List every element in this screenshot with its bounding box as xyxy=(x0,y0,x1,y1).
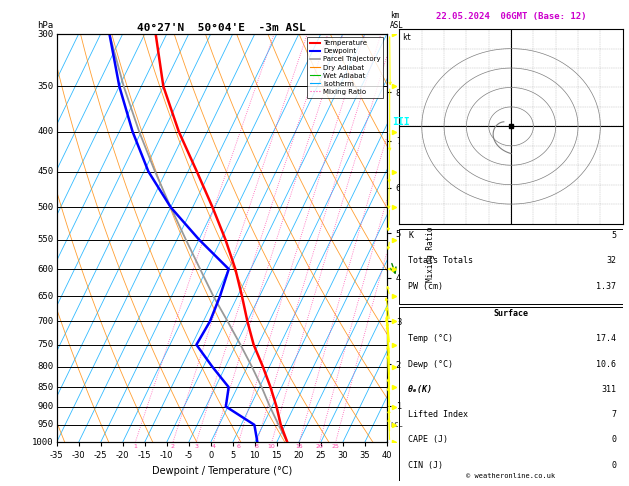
Text: 550: 550 xyxy=(37,235,53,244)
Title: 40°27'N  50°04'E  -3m ASL: 40°27'N 50°04'E -3m ASL xyxy=(137,23,306,33)
Text: 400: 400 xyxy=(37,127,53,136)
Text: Lifted Index: Lifted Index xyxy=(408,410,469,419)
Text: 6: 6 xyxy=(237,444,240,449)
Text: km
ASL: km ASL xyxy=(390,11,404,30)
Text: kt: kt xyxy=(402,33,411,42)
Text: 750: 750 xyxy=(37,340,53,349)
Text: 800: 800 xyxy=(37,362,53,371)
Text: 15: 15 xyxy=(296,444,303,449)
Text: Dewp (°C): Dewp (°C) xyxy=(408,360,454,369)
Text: Temp (°C): Temp (°C) xyxy=(408,334,454,344)
Text: 0: 0 xyxy=(611,435,616,444)
Text: © weatheronline.co.uk: © weatheronline.co.uk xyxy=(467,473,555,479)
Text: 32: 32 xyxy=(606,256,616,265)
Text: 10: 10 xyxy=(268,444,276,449)
Text: 17.4: 17.4 xyxy=(596,334,616,344)
Text: 5: 5 xyxy=(611,231,616,240)
Text: III: III xyxy=(392,118,409,127)
Text: 1.37: 1.37 xyxy=(596,281,616,291)
Text: 700: 700 xyxy=(37,317,53,326)
Text: 20: 20 xyxy=(316,444,323,449)
Text: 0: 0 xyxy=(611,461,616,469)
Text: 1: 1 xyxy=(133,444,137,449)
Text: 7: 7 xyxy=(611,410,616,419)
Text: 4: 4 xyxy=(211,444,215,449)
Text: 500: 500 xyxy=(37,203,53,212)
Text: 25: 25 xyxy=(331,444,340,449)
Text: Totals Totals: Totals Totals xyxy=(408,256,474,265)
Text: 8: 8 xyxy=(255,444,259,449)
Text: 311: 311 xyxy=(601,385,616,394)
Text: 2: 2 xyxy=(171,444,175,449)
Text: 950: 950 xyxy=(37,420,53,429)
Text: hPa: hPa xyxy=(37,21,53,30)
Text: CAPE (J): CAPE (J) xyxy=(408,435,448,444)
Legend: Temperature, Dewpoint, Parcel Trajectory, Dry Adiabat, Wet Adiabat, Isotherm, Mi: Temperature, Dewpoint, Parcel Trajectory… xyxy=(307,37,383,98)
Text: K: K xyxy=(408,231,413,240)
Text: 1000: 1000 xyxy=(32,438,53,447)
Text: Mixing Ratio (g/kg): Mixing Ratio (g/kg) xyxy=(426,194,435,282)
Text: 300: 300 xyxy=(37,30,53,38)
Text: 900: 900 xyxy=(37,402,53,411)
Text: 3: 3 xyxy=(194,444,198,449)
Text: 650: 650 xyxy=(37,292,53,301)
Text: 850: 850 xyxy=(37,382,53,392)
Text: 10.6: 10.6 xyxy=(596,360,616,369)
Text: PW (cm): PW (cm) xyxy=(408,281,443,291)
Text: θₑ(K): θₑ(K) xyxy=(408,385,433,394)
Text: 22.05.2024  06GMT (Base: 12): 22.05.2024 06GMT (Base: 12) xyxy=(436,12,586,21)
Bar xyxy=(399,307,623,484)
Text: 450: 450 xyxy=(37,167,53,176)
Text: 600: 600 xyxy=(37,264,53,274)
Text: CIN (J): CIN (J) xyxy=(408,461,443,469)
Text: 350: 350 xyxy=(37,82,53,91)
Bar xyxy=(399,229,623,304)
X-axis label: Dewpoint / Temperature (°C): Dewpoint / Temperature (°C) xyxy=(152,466,292,476)
Text: Surface: Surface xyxy=(494,309,528,318)
Text: LCL: LCL xyxy=(390,422,403,428)
